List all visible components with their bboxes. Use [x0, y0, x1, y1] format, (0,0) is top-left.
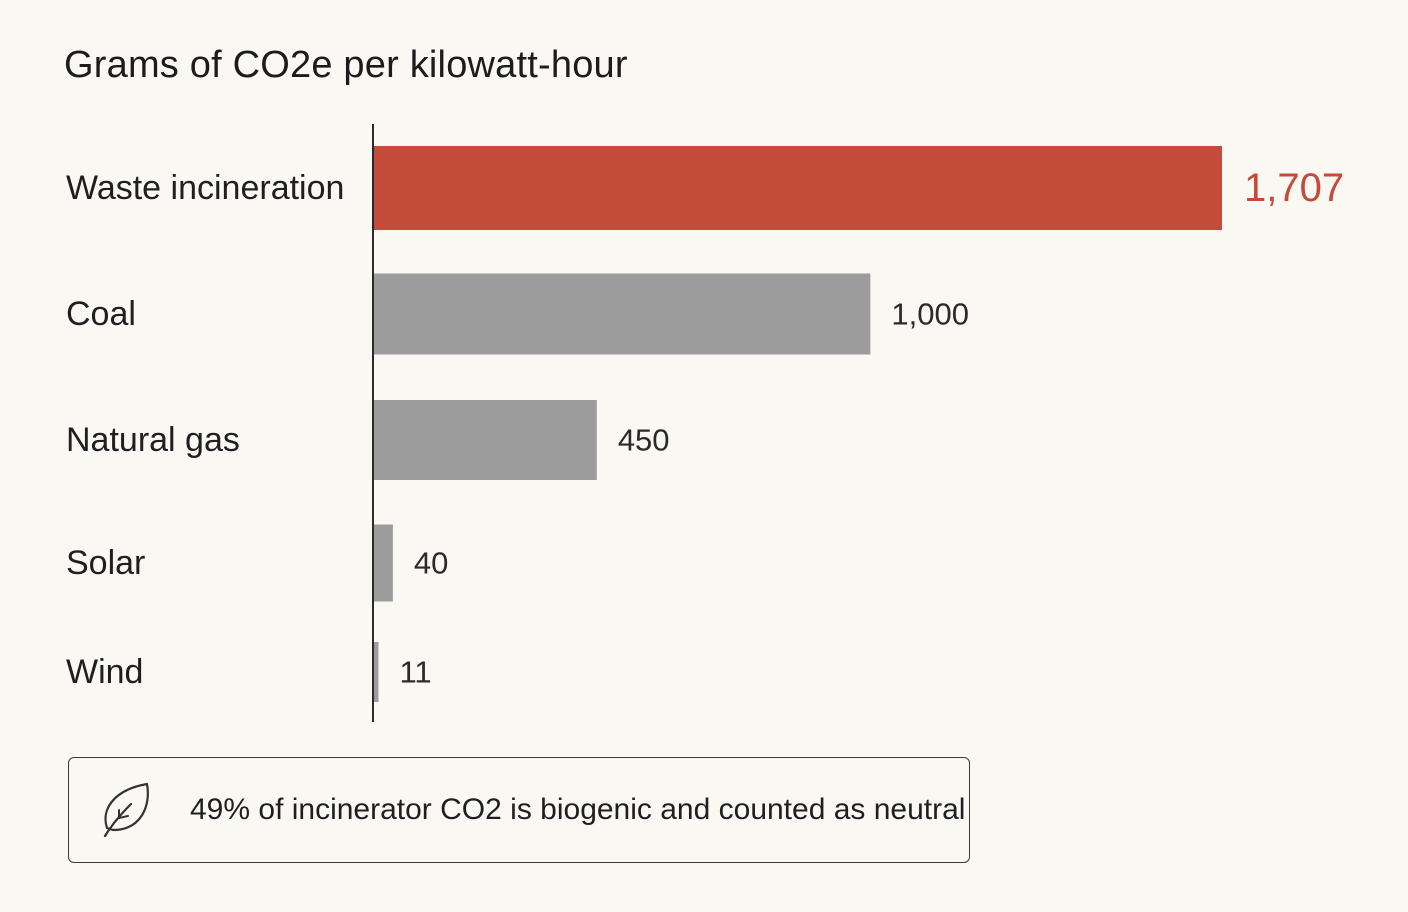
- category-label: Natural gas: [66, 421, 240, 459]
- category-label: Waste incineration: [66, 169, 344, 207]
- value-label: 1,000: [891, 297, 969, 332]
- value-label: 40: [414, 546, 448, 581]
- bar: [373, 273, 871, 355]
- category-label: Wind: [66, 653, 143, 691]
- bar: [373, 146, 1222, 230]
- bar-chart: Waste incineration 1,707 Coal 1,000 Natural …: [66, 124, 1344, 722]
- value-label: 11: [399, 655, 431, 690]
- category-label: Solar: [66, 544, 145, 582]
- leaf-icon: [103, 782, 149, 838]
- chart-title: Grams of CO2e per kilowatt-hour: [64, 44, 628, 86]
- bar: [373, 642, 379, 702]
- value-label: 450: [618, 423, 670, 458]
- info-note: 49% of incinerator CO2 is biogenic and c…: [68, 757, 970, 863]
- bar: [373, 400, 597, 480]
- value-label: 1,707: [1244, 166, 1344, 210]
- category-label: Coal: [66, 295, 136, 333]
- note-text: 49% of incinerator CO2 is biogenic and c…: [190, 793, 966, 826]
- bar: [373, 524, 393, 602]
